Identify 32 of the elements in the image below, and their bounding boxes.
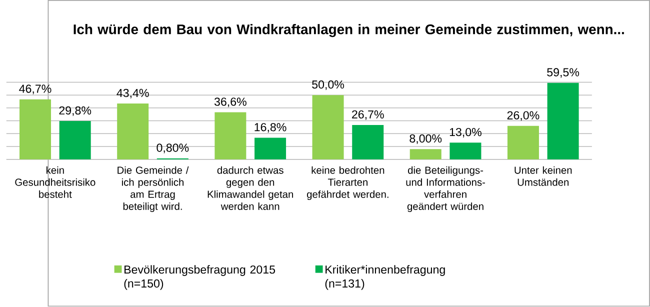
data-label: 29,8% [59, 106, 92, 116]
x-tick-label: keine bedrohten Tierarten gefährdet werden. [307, 166, 388, 200]
legend-label: Bevölkerungsbefragung 2015 (n=150) [124, 265, 276, 290]
data-label: 26,0% [507, 111, 540, 121]
data-label: 8,00% [410, 134, 442, 144]
bar [507, 126, 539, 160]
x-tick-label: Die Gemeinde / ich persönlich am Ertrag beteiligt wird. [118, 166, 189, 212]
chart-title: Ich würde dem Bau von Windkraftanlagen in meiner Gemeinde zustimmen, wenn... [74, 24, 624, 38]
x-tick-label: die Beteiligungs- und Informations-verfahren geändert würden [406, 166, 486, 212]
legend-label: Kritiker*innenbefragung (n=131) [325, 265, 445, 290]
data-label: 13,0% [450, 128, 482, 138]
bar [117, 104, 149, 160]
data-label: 59,5% [547, 68, 580, 78]
bar [410, 149, 442, 160]
x-tick-label: kein Gesundheitsrisiko besteht [15, 166, 96, 198]
bar [352, 125, 384, 160]
x-tick-label: dadurch etwas gegen den Klimawandel getan werden kann [208, 166, 294, 210]
bar [59, 121, 91, 160]
x-tick-label: Unter keinen Umständen [514, 166, 572, 186]
bar [20, 99, 51, 160]
bar [547, 83, 579, 160]
bar [214, 112, 246, 160]
bar [312, 95, 344, 160]
data-label: 16,8% [254, 123, 286, 133]
data-label: 43,4% [116, 89, 149, 99]
bar [254, 138, 286, 160]
data-label: 46,7% [19, 84, 52, 94]
data-label: 50,0% [312, 80, 344, 90]
data-label: 0,80% [156, 144, 189, 154]
data-label: 36,6% [214, 98, 246, 108]
bar [450, 142, 482, 160]
data-label: 26,7% [352, 110, 384, 120]
